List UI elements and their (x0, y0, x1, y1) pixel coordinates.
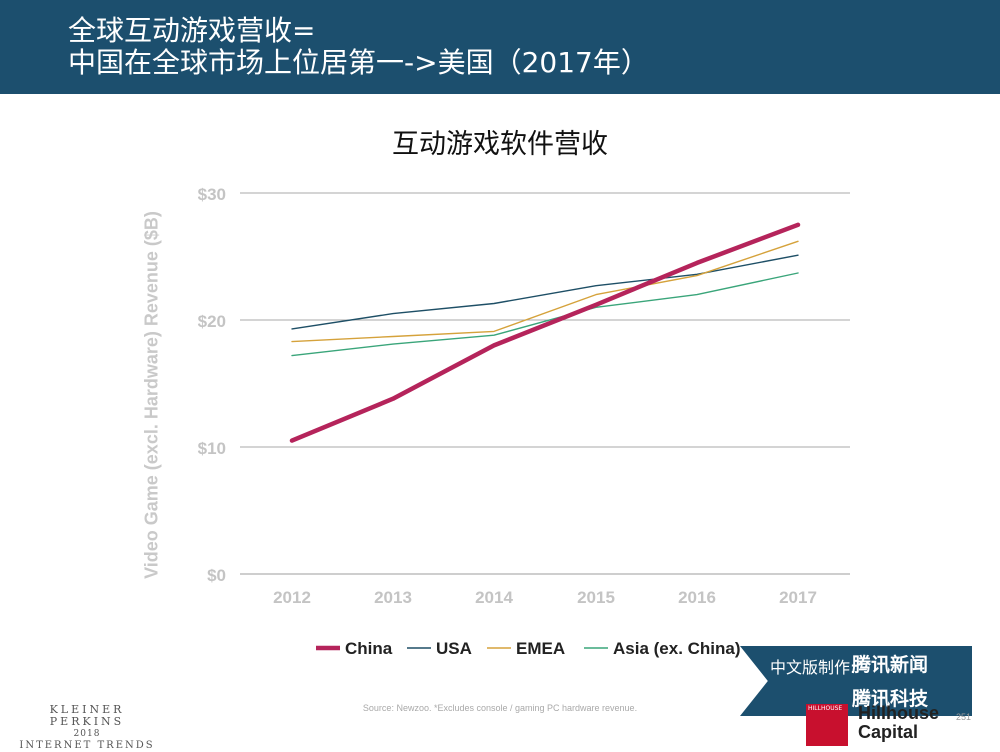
series-line-emea (291, 240, 799, 343)
hillhouse-name-line2: Capital (858, 722, 919, 742)
chart-title: 互动游戏软件营收 (392, 129, 608, 160)
kp-line2: 2018 (73, 729, 101, 739)
y-tick-label: $10 (198, 439, 226, 458)
hillhouse-logo-icon: HILLHOUSE (806, 704, 848, 746)
x-tick-label: 2012 (273, 588, 311, 607)
banner-credit: 中文版制作: (770, 658, 856, 677)
legend-label-china: China (345, 639, 393, 658)
slide-title-line2: 中国在全球市场上位居第一->美国（2017年） (68, 46, 649, 79)
x-tick-label: 2016 (678, 588, 716, 607)
hillhouse-logo-text: HILLHOUSE (808, 705, 843, 712)
legend-label-usa: USA (436, 639, 472, 658)
kleiner-perkins-logo: KLEINER PERKINS 2018 INTERNET TRENDS (12, 704, 162, 752)
source-note: Source: Newzoo. *Excludes console / gami… (362, 703, 638, 713)
page-number: 251 (956, 712, 972, 722)
series-line-china (289, 222, 801, 443)
x-tick-label: 2015 (577, 588, 615, 607)
x-tick-label: 2013 (374, 588, 412, 607)
hillhouse-name: Hillhouse Capital (858, 704, 939, 742)
legend-label-asia-ex-china: Asia (ex. China) (613, 639, 741, 658)
kp-line3: INTERNET TRENDS (19, 740, 155, 751)
tencent-tech-logo: 腾讯科技 (852, 688, 929, 710)
y-tick-label: $0 (207, 566, 226, 585)
y-tick-label: $20 (198, 312, 226, 331)
legend-label-emea: EMEA (516, 639, 565, 658)
x-tick-label: 2017 (779, 588, 817, 607)
x-tick-label: 2014 (475, 588, 513, 607)
chinese-edition-banner: 中文版制作: 腾讯新闻 腾讯科技 (740, 646, 972, 716)
series-line-asia-ex-china (291, 272, 799, 357)
line-chart: $0 $10 $20 $30 2012 2013 2014 2015 2016 2017 Chi… (198, 185, 850, 658)
tencent-news-logo: 腾讯新闻 (852, 654, 929, 676)
y-tick-label: $30 (198, 185, 226, 204)
hillhouse-name-line1: Hillhouse (858, 703, 940, 723)
slide-header: 全球互动游戏营收= 中国在全球市场上位居第一->美国（2017年） (0, 0, 1000, 94)
slide-title-line1: 全球互动游戏营收= (68, 14, 316, 47)
series-line-usa (291, 254, 799, 330)
kp-line1: KLEINER PERKINS (49, 703, 125, 728)
